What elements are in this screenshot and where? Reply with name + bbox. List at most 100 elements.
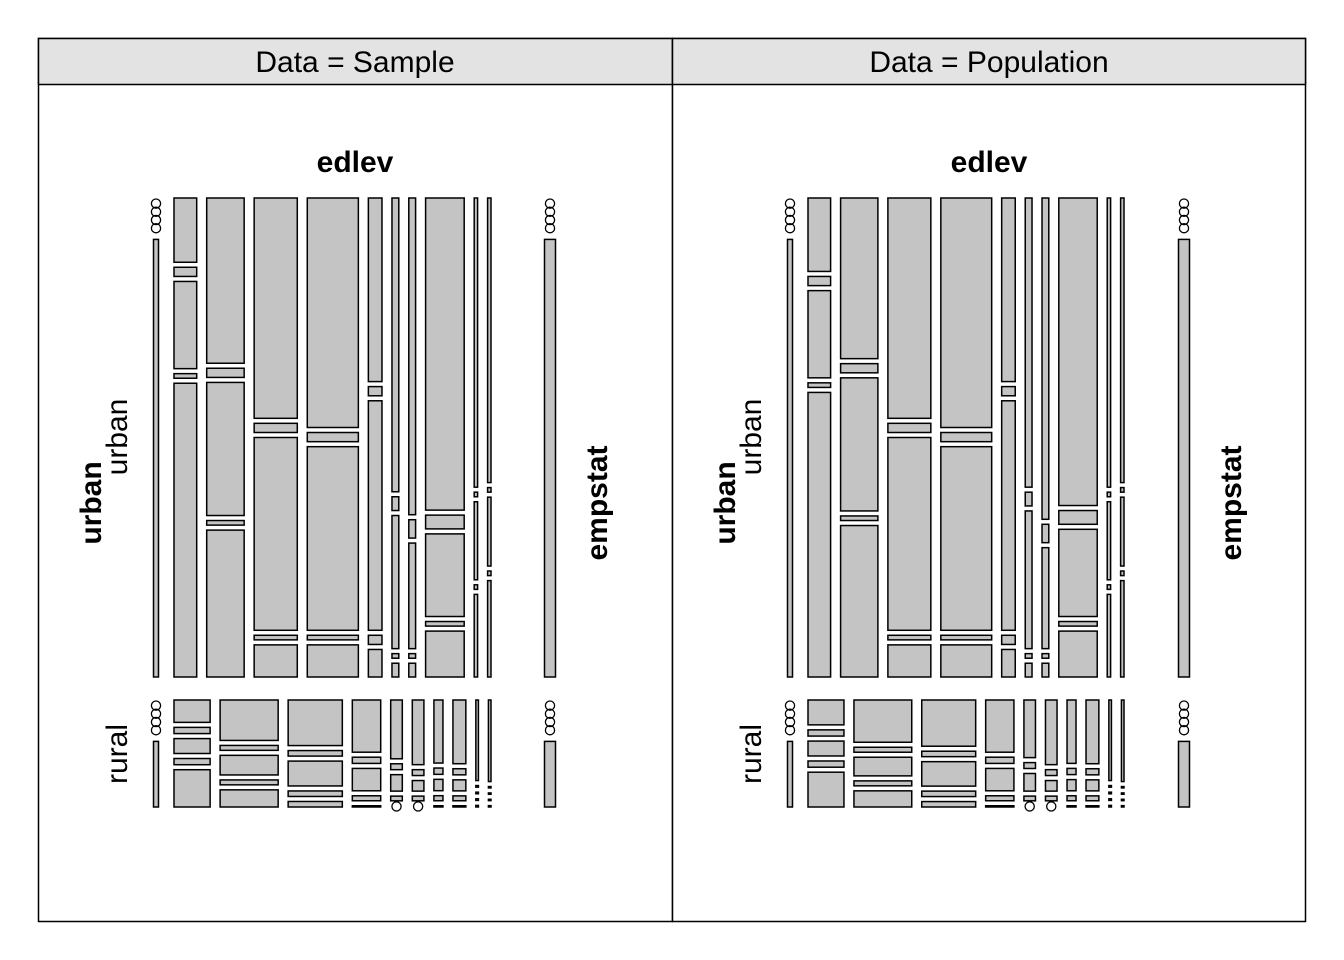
urban-col-2-tile-2 — [253, 436, 299, 632]
urban-right-margin-level-2 — [544, 214, 556, 226]
mosaic-tiles — [784, 197, 1191, 812]
rural-col-0-tile-0 — [173, 699, 211, 724]
rural-col-0-tile-3 — [807, 760, 845, 768]
rural-col-4-tile-0 — [389, 699, 404, 760]
rural-col-1-tile-4 — [853, 790, 913, 808]
panel-strip-label: Data = Sample — [255, 46, 454, 79]
panel-strip — [671, 37, 1307, 86]
urban-col-7-tile-4 — [424, 630, 465, 678]
urban-col-4-tile-3 — [1000, 634, 1016, 646]
rural-col-0-tile-1 — [173, 726, 211, 735]
rural-right-margin-level-1 — [544, 708, 556, 720]
urban-col-9-tile-2 — [486, 496, 492, 567]
urban-col-3-tile-3 — [306, 634, 360, 641]
urban-col-0-tile-3 — [173, 372, 198, 379]
urban-col-3-tile-4 — [940, 644, 993, 678]
rural-col-3-tile-4 — [984, 805, 1015, 808]
urban-col-5-tile-2 — [391, 514, 400, 650]
urban-col-7-tile-2 — [424, 533, 465, 618]
urban-col-2-tile-4 — [253, 644, 299, 678]
urban-col-7-tile-2 — [1058, 528, 1098, 618]
rural-col-8-tile-1 — [475, 784, 480, 788]
rural-col-8-tile-0 — [475, 699, 480, 782]
rural-col-2-tile-2 — [920, 760, 977, 787]
rural-col-2-tile-1 — [920, 750, 977, 758]
rural-right-margin-level-1 — [1178, 708, 1190, 720]
rural-col-2-tile-0 — [920, 699, 977, 747]
urban-right-margin-level-1 — [544, 206, 556, 218]
rural-right-margin-level-0 — [1178, 700, 1190, 711]
urban-col-1-tile-3 — [205, 519, 245, 526]
urban-col-1-tile-3 — [839, 515, 879, 522]
urban-col-8-tile-1 — [473, 491, 479, 498]
urban-right-margin-level-0 — [544, 198, 556, 209]
rural-col-8-tile-1 — [1108, 784, 1113, 788]
top-variable-label: edlev — [317, 146, 394, 179]
urban-right-margin-level-3 — [544, 222, 556, 234]
urban-col-3-tile-0 — [940, 197, 993, 429]
rural-col-5-tile-3 — [411, 795, 425, 802]
rural-col-5-tile-2 — [411, 779, 425, 792]
urban-col-8-tile-3 — [1106, 584, 1112, 591]
urban-col-8-tile-1 — [1106, 491, 1112, 498]
rural-col-5-empty-4 — [1046, 801, 1057, 812]
urban-col-4-tile-1 — [367, 385, 383, 397]
urban-col-2-tile-1 — [887, 422, 932, 434]
rural-col-0-tile-4 — [807, 771, 845, 808]
rural-col-4-tile-1 — [389, 763, 404, 771]
rural-col-4-tile-2 — [389, 773, 404, 792]
rural-col-7-tile-2 — [1085, 779, 1100, 792]
urban-col-6-tile-4 — [1041, 662, 1050, 678]
urban-col-6-tile-0 — [1041, 197, 1050, 521]
rural-col-1-tile-2 — [219, 754, 279, 776]
panel-sample: Data = Sample edlev urban urban rural em… — [37, 37, 674, 923]
rural-col-3-tile-0 — [984, 699, 1015, 753]
urban-col-5-tile-4 — [1024, 662, 1033, 678]
rural-col-0-tile-3 — [173, 757, 211, 766]
rural-col-6-tile-3 — [433, 794, 444, 802]
urban-col-4-tile-0 — [1000, 197, 1016, 383]
urban-col-2-tile-0 — [887, 197, 932, 420]
rural-col-8-tile-4 — [475, 804, 480, 808]
rural-col-1-tile-3 — [219, 779, 279, 786]
urban-col-0-tile-2 — [807, 289, 832, 379]
rural-col-0-tile-2 — [807, 740, 845, 757]
urban-right-margin-bar — [543, 238, 557, 678]
urban-col-0-tile-0 — [173, 197, 198, 264]
urban-left-margin-level-3 — [150, 222, 162, 234]
rural-left-margin-bar — [152, 740, 160, 808]
rural-col-8-tile-2 — [1108, 791, 1113, 795]
rural-col-3-tile-0 — [351, 699, 382, 753]
rural-col-9-tile-1 — [487, 785, 492, 789]
urban-col-4-tile-2 — [1000, 400, 1016, 632]
rural-col-0-tile-4 — [173, 768, 211, 808]
urban-col-6-tile-1 — [408, 518, 417, 539]
rural-col-7-tile-1 — [1085, 767, 1100, 776]
rural-col-7-tile-3 — [452, 795, 467, 802]
rural-col-0-tile-2 — [173, 737, 211, 755]
urban-col-9-tile-1 — [486, 486, 492, 493]
rural-col-6-tile-4 — [433, 804, 444, 808]
rural-col-5-tile-1 — [411, 768, 425, 777]
urban-col-8-tile-0 — [473, 197, 479, 488]
urban-col-3-tile-3 — [940, 634, 993, 641]
urban-col-5-tile-3 — [1024, 652, 1033, 659]
row-level-label-urban: urban — [101, 399, 134, 476]
urban-left-margin-level-1 — [784, 206, 796, 218]
rural-col-7-tile-4 — [1085, 805, 1100, 808]
rural-col-1-tile-2 — [853, 756, 913, 777]
urban-col-9-tile-4 — [486, 579, 492, 678]
urban-col-9-tile-0 — [486, 197, 492, 484]
urban-col-0-tile-3 — [807, 382, 832, 389]
rural-col-9-tile-1 — [1120, 785, 1125, 789]
urban-col-2-tile-3 — [253, 634, 299, 641]
urban-col-9-tile-2 — [1119, 496, 1125, 567]
urban-col-4-tile-4 — [1000, 648, 1016, 678]
urban-left-margin-level-2 — [150, 214, 162, 226]
urban-col-8-tile-0 — [1106, 197, 1112, 488]
rural-col-3-tile-4 — [351, 805, 382, 808]
urban-col-4-tile-4 — [367, 648, 383, 678]
rural-col-7-tile-0 — [452, 699, 467, 765]
rural-col-6-tile-1 — [1066, 767, 1077, 776]
rural-right-margin-level-2 — [544, 716, 556, 728]
